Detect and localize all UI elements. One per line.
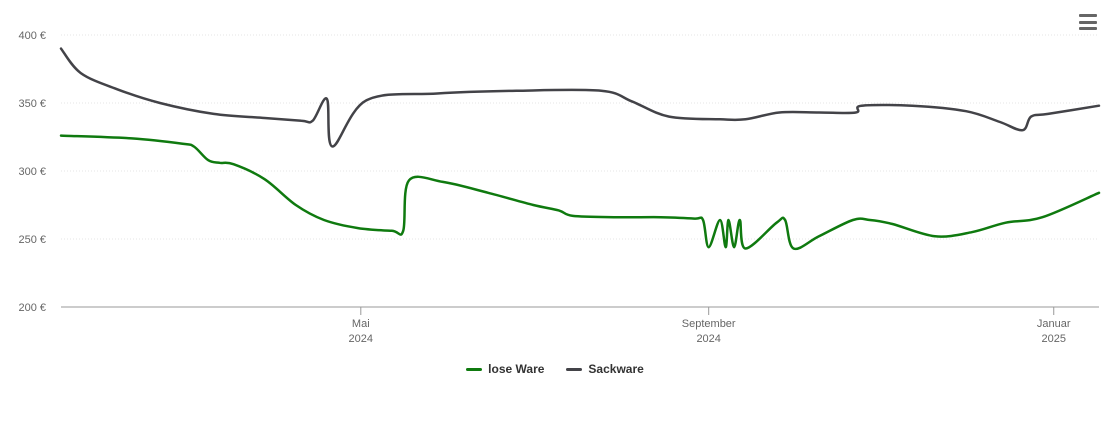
legend-label-sackware: Sackware [588, 362, 644, 376]
x-tick-label: September [682, 318, 736, 330]
legend-item-lose-ware[interactable]: lose Ware [466, 362, 544, 376]
x-tick-year-label: 2024 [696, 333, 720, 345]
legend-swatch-sackware [566, 367, 583, 371]
series-line-sackware[interactable] [59, 47, 1101, 148]
y-axis: 200 € 250 € 300 € 350 € 400 € [18, 30, 46, 314]
x-tick-label: Januar [1037, 318, 1071, 330]
hamburger-menu-icon-bar [1079, 20, 1097, 24]
legend-item-sackware[interactable]: Sackware [566, 362, 644, 376]
y-tick-label: 400 € [18, 30, 46, 42]
chart-menu-button[interactable] [1077, 12, 1099, 32]
legend: lose Ware Sackware [0, 362, 1110, 376]
y-tick-label: 350 € [18, 98, 46, 110]
x-tick-year-label: 2024 [349, 333, 373, 345]
series-line-lose-ware[interactable] [59, 134, 1101, 251]
legend-swatch-lose-ware [466, 367, 483, 371]
y-tick-label: 250 € [18, 234, 46, 246]
x-tick-year-label: 2025 [1042, 333, 1066, 345]
y-tick-label: 300 € [18, 166, 46, 178]
grid-lines [61, 34, 1099, 240]
y-tick-label: 200 € [18, 302, 46, 314]
x-tick-label: Mai [352, 318, 370, 330]
x-axis: Mai 2024 September 2024 Januar 2025 [349, 307, 1071, 345]
legend-label-lose-ware: lose Ware [488, 362, 545, 376]
hamburger-menu-icon-bar [1079, 27, 1097, 30]
hamburger-menu-icon [1079, 14, 1097, 17]
series-group [59, 47, 1101, 251]
